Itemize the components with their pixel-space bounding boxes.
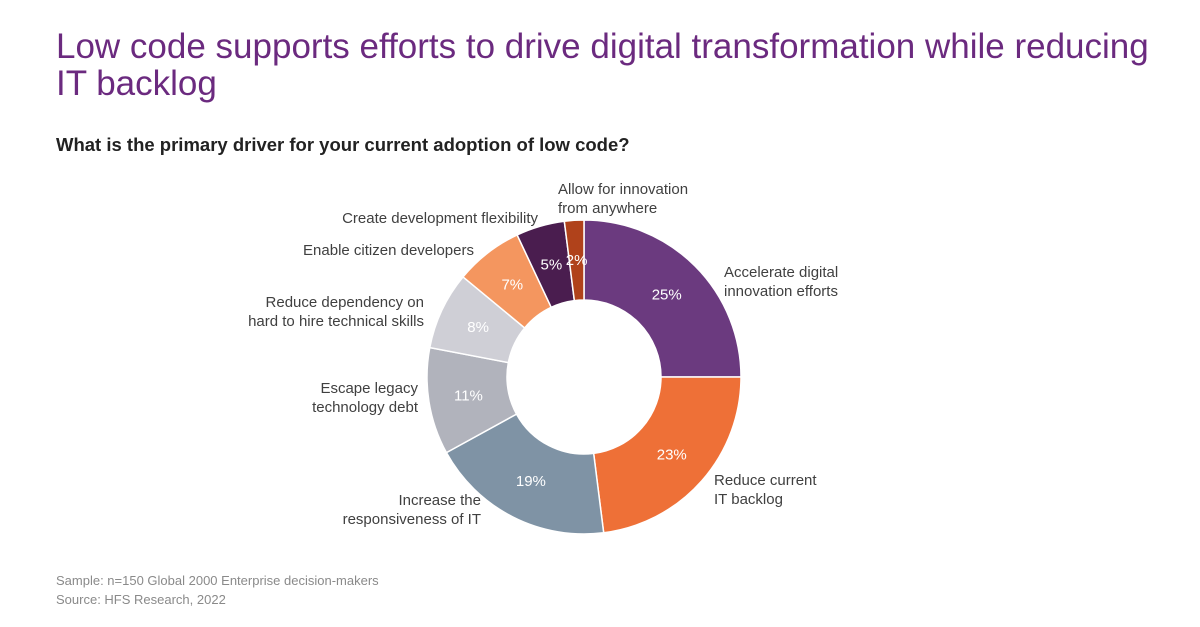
slice-value-label: 25% — [652, 286, 682, 303]
chart-subtitle: What is the primary driver for your curr… — [56, 134, 630, 155]
slice-value-label: 19% — [516, 473, 546, 490]
donut-slice — [592, 376, 742, 534]
slice-category-label: Enable citizen developers — [303, 242, 474, 259]
donut-slice — [563, 219, 585, 302]
slice-value-label: 8% — [467, 319, 489, 336]
slice-value-label: 2% — [566, 252, 588, 269]
slice-category-label: Escape legacy technology debt — [312, 380, 419, 416]
donut-slice — [445, 413, 605, 535]
slice-category-label: Reduce current IT backlog — [714, 472, 817, 508]
slice-category-label: Allow for innovation from anywhere — [558, 181, 688, 217]
slice-value-label: 23% — [657, 446, 687, 463]
slice-value-label: 5% — [541, 257, 563, 274]
slice-category-label: Reduce dependency on hard to hire technic… — [248, 294, 424, 330]
slice-category-label: Accelerate digital innovation efforts — [724, 264, 838, 300]
slice-category-label: Increase the responsiveness of IT — [343, 492, 481, 528]
chart-title: Low code supports efforts to drive digit… — [56, 27, 1149, 103]
footer: Sample: n=150 Global 2000 Enterprise dec… — [56, 571, 379, 609]
slice-value-label: 11% — [454, 387, 483, 404]
sample-note: Sample: n=150 Global 2000 Enterprise dec… — [56, 573, 379, 588]
slice-category-label: Create development flexibility — [342, 210, 538, 227]
source-note: Source: HFS Research, 2022 — [56, 592, 226, 607]
slice-value-label: 7% — [501, 277, 523, 294]
donut-slice — [583, 219, 742, 378]
